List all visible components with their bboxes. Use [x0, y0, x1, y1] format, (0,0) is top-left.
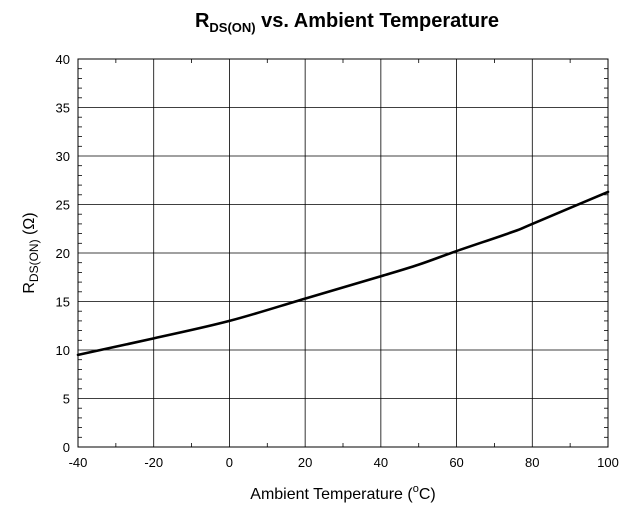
- x-axis-label-post: C): [419, 486, 436, 503]
- y-axis-label-subscript: DS(ON): [27, 239, 41, 282]
- x-tick-label: 60: [449, 455, 463, 470]
- x-tick-label: 80: [525, 455, 539, 470]
- y-tick-label: 25: [56, 198, 70, 213]
- x-axis-label: Ambient Temperature (oC): [250, 483, 435, 503]
- x-axis-label-pre: Ambient Temperature (: [250, 486, 413, 503]
- x-tick-labels: -40 -20 0 20 40 60 80 100: [69, 455, 619, 470]
- x-tick-label: 0: [226, 455, 233, 470]
- plot-frame: [77, 58, 609, 448]
- x-tick-label: 100: [597, 455, 619, 470]
- y-axis-label: RDS(ON) (Ω): [21, 212, 41, 293]
- y-tick-label: 15: [56, 295, 70, 310]
- x-tick-label: 40: [374, 455, 388, 470]
- chart-title: RDS(ON) vs. Ambient Temperature: [195, 10, 499, 35]
- y-tick-label: 20: [56, 246, 70, 261]
- x-axis-label-degree: o: [413, 483, 419, 495]
- y-tick-label: 30: [56, 149, 70, 164]
- y-tick-labels: 0 5 10 15 20 25 30 35 40: [56, 52, 70, 455]
- y-tick-label: 40: [56, 52, 70, 67]
- rdson-curve: [76, 190, 610, 357]
- y-tick-label: 35: [56, 101, 70, 116]
- chart-title-subscript: DS(ON): [209, 20, 255, 35]
- x-tick-label: -40: [69, 455, 88, 470]
- x-tick-label: 20: [298, 455, 312, 470]
- y-tick-label: 10: [56, 343, 70, 358]
- x-tick-label: -20: [144, 455, 163, 470]
- y-axis-label-rest: (Ω): [21, 212, 38, 239]
- tick-marks: [78, 59, 608, 447]
- y-axis-label-main: R: [21, 282, 38, 294]
- grid: [78, 59, 608, 447]
- chart-title-main: R: [195, 10, 210, 32]
- y-tick-label: 5: [63, 392, 70, 407]
- chart-title-rest: vs. Ambient Temperature: [256, 10, 499, 32]
- y-tick-label: 0: [63, 440, 70, 455]
